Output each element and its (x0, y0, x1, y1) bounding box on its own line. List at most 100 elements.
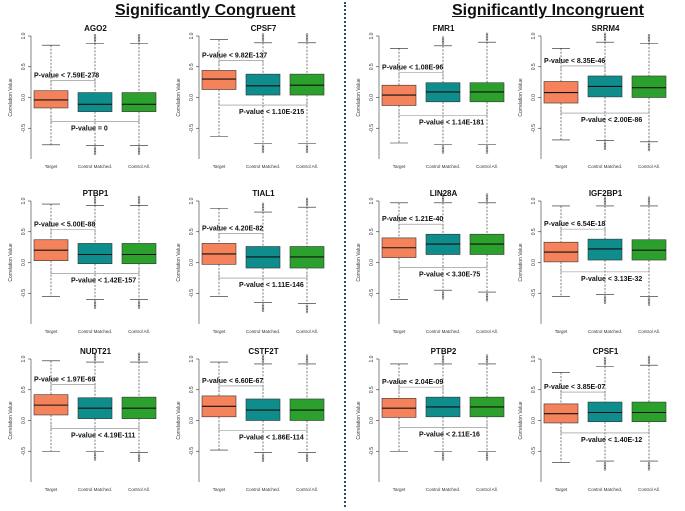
x-tick-label: Target (393, 487, 406, 492)
p-value-all: P-value < 1.14E-181 (419, 119, 484, 126)
y-tick-label: 0.0 (189, 417, 195, 424)
outlier-point (93, 37, 97, 40)
outlier-point (261, 360, 265, 364)
x-tick-label: Control All. (128, 329, 150, 334)
y-tick-label: 0.0 (189, 259, 195, 266)
outlier-point (93, 147, 97, 151)
p-value-all: P-value < 1.42E-157 (71, 278, 136, 285)
comparison-bracket-matched (560, 65, 606, 71)
outlier-point (485, 193, 489, 196)
outlier-point (441, 453, 445, 456)
y-axis-label: Correlation Value (8, 401, 14, 439)
outlier-point (137, 453, 141, 456)
outlier-point (485, 299, 489, 302)
outlier-point (261, 33, 265, 36)
comparison-bracket-matched (560, 228, 606, 235)
outlier-point (305, 306, 309, 309)
outlier-point (603, 300, 607, 303)
x-tick-label: Target (555, 329, 568, 334)
outlier-point (603, 466, 607, 469)
p-value-all: P-value < 1.86E-114 (239, 435, 304, 442)
comparison-bracket-matched (50, 384, 96, 390)
p-value-all: P-value < 4.19E-111 (71, 433, 136, 440)
outlier-point (261, 303, 265, 306)
section-divider (344, 2, 346, 507)
box (33, 90, 69, 109)
box (631, 75, 667, 98)
x-tick-label: Control Matched. (78, 164, 112, 169)
x-tick-label: Control All. (296, 329, 318, 334)
y-axis-label: Correlation Value (518, 78, 524, 116)
panel-title: CPSF1 (593, 347, 619, 356)
y-tick-label: 0.0 (531, 259, 537, 266)
outlier-point (441, 149, 445, 153)
outlier-point (603, 298, 607, 301)
outlier-point (261, 453, 265, 456)
outlier-point (603, 468, 607, 471)
outlier-point (441, 36, 445, 39)
outlier-point (647, 300, 651, 303)
box (587, 401, 623, 423)
panel-title: SRRM4 (591, 24, 620, 33)
outlier-point (647, 466, 651, 469)
outlier-point (647, 465, 651, 468)
y-tick-label: -0.5 (21, 289, 27, 298)
outlier-point (485, 452, 489, 455)
outlier-point (441, 458, 445, 461)
outlier-point (647, 147, 651, 150)
outlier-point (441, 151, 445, 154)
comparison-bracket-all (398, 262, 488, 268)
outlier-point (93, 452, 97, 455)
outlier-point (647, 40, 651, 43)
outlier-point (305, 459, 309, 462)
outlier-point (261, 354, 265, 357)
outlier-point (93, 151, 97, 154)
x-tick-label: Target (555, 487, 568, 492)
outlier-point (603, 296, 607, 300)
outlier-point (137, 303, 141, 306)
comparison-bracket-matched (218, 60, 264, 66)
p-value-all: P-value < 2.00E-86 (581, 117, 642, 124)
outlier-point (305, 150, 309, 154)
x-tick-label: Control Matched. (246, 487, 280, 492)
comparison-bracket-matched (218, 233, 264, 239)
x-tick-label: Target (393, 329, 406, 334)
comparison-bracket-matched (50, 229, 96, 235)
x-tick-label: Control Matched. (588, 164, 622, 169)
y-tick-label: -0.5 (369, 289, 375, 298)
outlier-point (305, 456, 309, 459)
outlier-point (441, 295, 445, 299)
p-value-matched: P-value < 6.54E-18 (544, 221, 605, 228)
comparison-bracket-all (50, 423, 140, 429)
outlier-point (441, 39, 445, 42)
y-tick-label: 1.0 (21, 197, 27, 204)
outlier-point (261, 149, 265, 152)
x-tick-label: Control Matched. (588, 487, 622, 492)
outlier-point (305, 38, 309, 41)
outlier-point (305, 453, 309, 456)
panel-title: CSTF2T (248, 347, 278, 356)
outlier-point (137, 456, 141, 459)
comparison-bracket-all (560, 427, 650, 434)
y-axis-label: Correlation Value (176, 78, 182, 116)
x-tick-label: Target (393, 164, 406, 169)
y-tick-label: 0.5 (189, 63, 195, 70)
outlier-point (305, 202, 309, 205)
section-title-incongruent: Significantly Incongruent (452, 2, 645, 19)
comparison-bracket-matched (398, 223, 444, 230)
outlier-point (93, 458, 97, 461)
p-value-matched: P-value < 3.85E-07 (544, 384, 605, 391)
outlier-point (137, 151, 141, 154)
x-tick-label: Control All. (638, 164, 660, 169)
y-axis-label: Correlation Value (176, 401, 182, 439)
x-tick-label: Control Matched. (426, 487, 460, 492)
comparison-bracket-all (560, 108, 650, 114)
outlier-point (305, 149, 309, 152)
box (245, 73, 281, 96)
outlier-point (485, 151, 489, 154)
comparison-bracket-all (50, 268, 140, 275)
y-tick-label: -0.5 (369, 124, 375, 133)
outlier-point (93, 306, 97, 309)
y-tick-label: 0.5 (21, 228, 27, 235)
y-axis-label: Correlation Value (518, 243, 524, 281)
